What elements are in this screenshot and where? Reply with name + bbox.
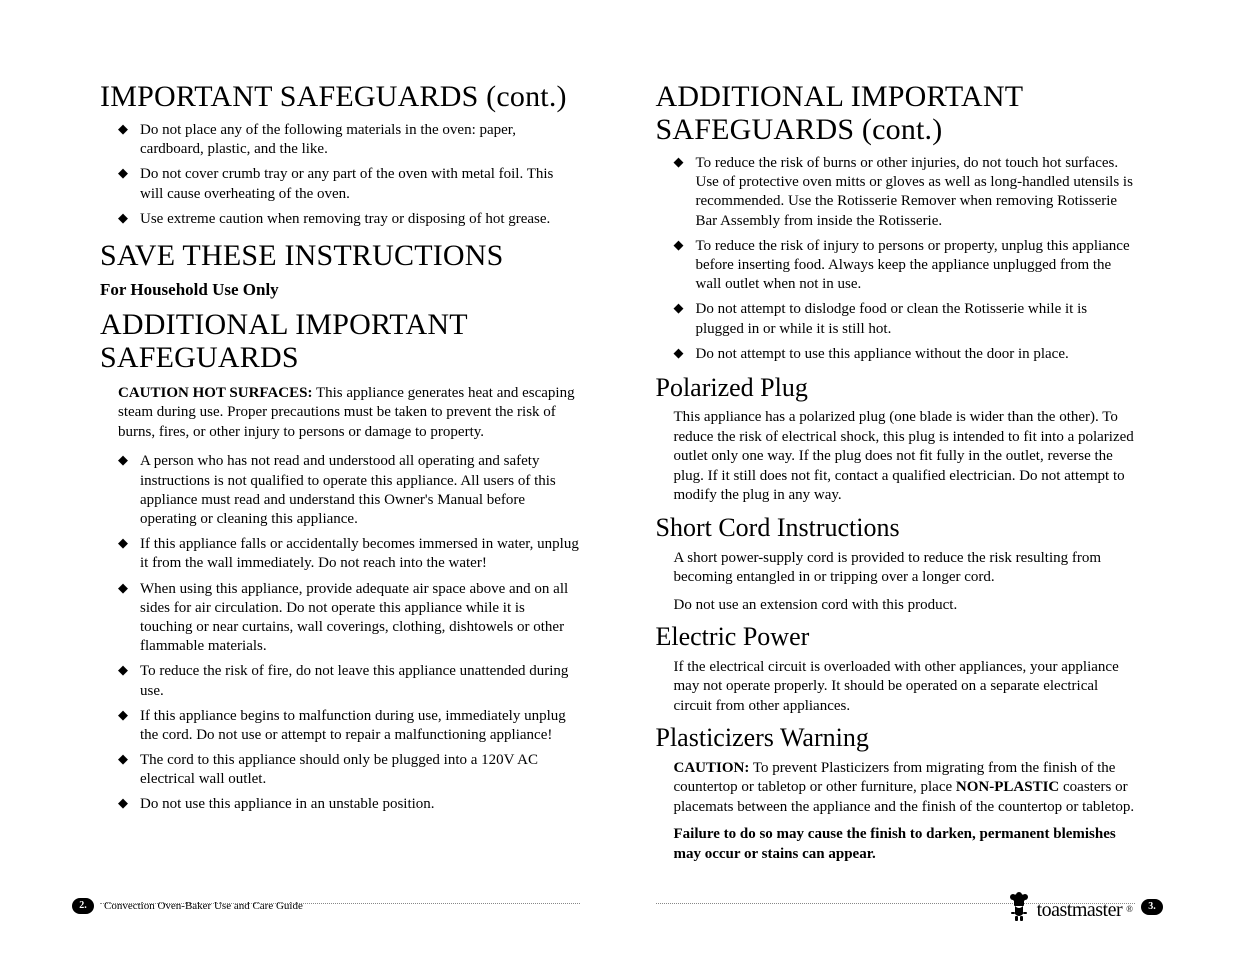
list-item: If this appliance falls or accidentally …	[140, 535, 580, 573]
heading-save-instructions: SAVE THESE INSTRUCTIONS	[100, 239, 580, 272]
paragraph-polarized-plug: This appliance has a polarized plug (one…	[674, 408, 1136, 506]
chef-icon	[1005, 892, 1033, 922]
list-item: To reduce the risk of burns or other inj…	[696, 154, 1136, 231]
list-item: Do not attempt to dislodge food or clean…	[696, 300, 1136, 338]
registered-mark: ®	[1126, 904, 1133, 914]
page-spread: IMPORTANT SAFEGUARDS (cont.) Do not plac…	[0, 0, 1235, 954]
list-item: A person who has not read and understood…	[140, 452, 580, 529]
heading-additional-safeguards: ADDITIONAL IMPORTANT SAFEGUARDS	[100, 308, 580, 374]
bullet-list-safeguards-2: A person who has not read and understood…	[100, 452, 580, 814]
list-item: If this appliance begins to malfunction …	[140, 707, 580, 745]
list-item: Do not attempt to use this appliance wit…	[696, 345, 1136, 364]
list-item: Do not use this appliance in an unstable…	[140, 795, 580, 814]
bullet-list-safeguards-1: Do not place any of the following materi…	[100, 121, 580, 229]
caution-label: CAUTION HOT SURFACES:	[118, 385, 312, 401]
heading-electric-power: Electric Power	[656, 623, 1136, 652]
paragraph-short-cord-1: A short power-supply cord is provided to…	[674, 549, 1136, 588]
non-plastic-emphasis: NON-PLASTIC	[956, 779, 1059, 795]
heading-plasticizers: Plasticizers Warning	[656, 724, 1136, 753]
paragraph-electric-power: If the electrical circuit is overloaded …	[674, 658, 1136, 717]
list-item: Do not cover crumb tray or any part of t…	[140, 165, 580, 203]
paragraph-plasticizers: CAUTION: To prevent Plasticizers from mi…	[674, 759, 1136, 818]
paragraph-failure-warning: Failure to do so may cause the finish to…	[674, 825, 1136, 864]
list-item: Do not place any of the following materi…	[140, 121, 580, 159]
caution-paragraph: CAUTION HOT SURFACES: This appliance gen…	[118, 384, 580, 443]
footer-right: toastmaster® 3.	[1005, 892, 1163, 922]
footer-guide-title: Convection Oven-Baker Use and Care Guide	[104, 900, 303, 912]
paragraph-short-cord-2: Do not use an extension cord with this p…	[674, 596, 1136, 616]
subheading-household-use: For Household Use Only	[100, 280, 580, 300]
bullet-list-safeguards-3: To reduce the risk of burns or other inj…	[656, 154, 1136, 364]
list-item: The cord to this appliance should only b…	[140, 751, 580, 789]
list-item: When using this appliance, provide adequ…	[140, 580, 580, 657]
heading-important-safeguards: IMPORTANT SAFEGUARDS (cont.)	[100, 80, 580, 113]
caution-label: CAUTION:	[674, 760, 750, 776]
list-item: To reduce the risk of injury to persons …	[696, 237, 1136, 295]
page-left: IMPORTANT SAFEGUARDS (cont.) Do not plac…	[0, 0, 618, 954]
page-number-badge: 3.	[1141, 899, 1163, 915]
brand-name: toastmaster	[1037, 899, 1123, 922]
list-item: Use extreme caution when removing tray o…	[140, 210, 580, 229]
page-right: ADDITIONAL IMPORTANT SAFEGUARDS (cont.) …	[618, 0, 1235, 954]
heading-polarized-plug: Polarized Plug	[656, 374, 1136, 403]
list-item: To reduce the risk of fire, do not leave…	[140, 662, 580, 700]
heading-additional-safeguards-cont: ADDITIONAL IMPORTANT SAFEGUARDS (cont.)	[656, 80, 1136, 146]
footer-left: 2. Convection Oven-Baker Use and Care Gu…	[72, 898, 303, 914]
brand-logo: toastmaster®	[1005, 892, 1133, 922]
heading-short-cord: Short Cord Instructions	[656, 514, 1136, 543]
page-number-badge: 2.	[72, 898, 94, 914]
